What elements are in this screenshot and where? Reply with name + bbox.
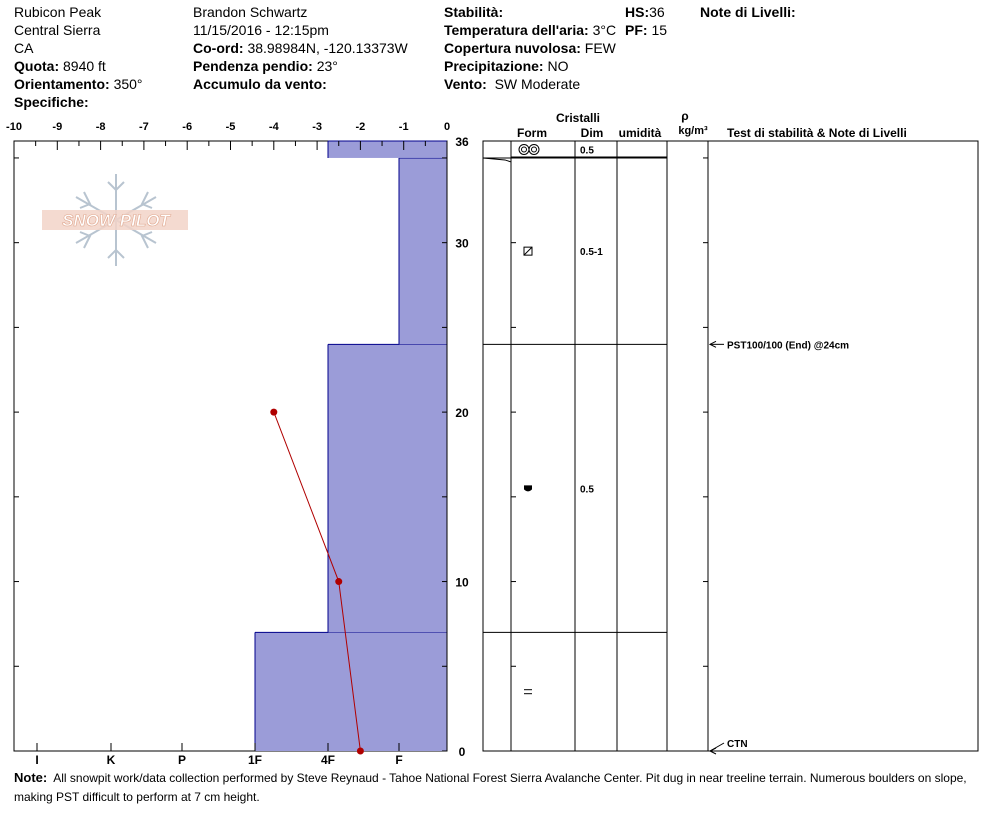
ring xyxy=(528,143,540,155)
square xyxy=(523,246,533,256)
melt-forms-icon xyxy=(518,143,540,155)
aspect: Orientamento: 350° xyxy=(14,76,143,92)
temperature-axis: -10 -9 -8 -7 -6 -5 -4 -3 -2 -1 0 xyxy=(6,121,450,150)
temperature-profile xyxy=(270,408,364,755)
hardness-tick-label: I xyxy=(35,753,38,767)
footer-note: Note: All snowpit work/data collection p… xyxy=(14,768,974,807)
hardness-tick-label: 4F xyxy=(321,753,335,767)
grain-size-label: 0.5-1 xyxy=(580,247,603,258)
stability: Stabilità: xyxy=(444,4,504,20)
logo-text: SNOW PILOT xyxy=(62,211,171,230)
air-temp: Temperatura dell'aria: 3°C xyxy=(444,22,617,38)
header-form: Form xyxy=(517,126,547,140)
hardness-layer-bar xyxy=(328,344,447,633)
crust-icon xyxy=(524,689,532,695)
layer-table-frame xyxy=(482,140,979,752)
temp-tick-label: -4 xyxy=(269,121,280,133)
header-col-2: Brandon Schwartz 11/15/2016 - 12:15pm Co… xyxy=(193,3,408,93)
height-tick-label: 0 xyxy=(459,745,466,759)
diag xyxy=(523,246,533,256)
temp-tick-label: -1 xyxy=(399,121,409,133)
table-column-lines xyxy=(510,141,709,751)
pf: PF: 15 xyxy=(625,22,668,38)
temp-tick-label: -6 xyxy=(182,121,192,133)
hardness-tick-label: P xyxy=(178,753,186,767)
header-umidita: umidità xyxy=(619,126,662,140)
hardness-layer-bar xyxy=(255,632,447,751)
height-tick-label: 30 xyxy=(455,237,469,251)
temp-tick-label: -2 xyxy=(356,121,366,133)
temperature-line xyxy=(273,411,361,752)
note-label: Note: xyxy=(14,770,48,785)
hardness-axis: I K P 1F 4F F xyxy=(35,743,403,767)
temp-tick-label: -5 xyxy=(226,121,236,133)
temp-tick-label: -3 xyxy=(312,121,322,133)
temp-tick-label: -8 xyxy=(96,121,106,133)
stability-tests: PST100/100 (End) @24cm CTN xyxy=(708,340,849,755)
state: CA xyxy=(14,40,34,56)
datetime: 11/15/2016 - 12:15pm xyxy=(193,22,329,38)
range: Central Sierra xyxy=(14,22,101,38)
header-col-4: HS:36 PF: 15 xyxy=(625,3,667,39)
header-cristalli: Cristalli xyxy=(556,111,600,125)
slope: Pendenza pendio: 23° xyxy=(193,58,338,74)
faceted-icon xyxy=(523,246,533,256)
height-tick-label: 36 xyxy=(455,135,469,149)
layer-table-rows: 0.5 0.5-1 0.5 xyxy=(482,143,667,695)
hs: HS:36 xyxy=(625,4,665,20)
cloud-cover: Copertura nuvolosa: FEW xyxy=(444,40,616,56)
ring-inner xyxy=(531,146,537,153)
header-rho: ρ xyxy=(681,109,688,123)
header-tests-notes: Test di stabilità & Note di Livelli xyxy=(727,126,907,140)
snowpilot-logo: SNOW PILOT xyxy=(42,174,188,266)
test-pointer xyxy=(709,742,725,752)
precipitation: Precipitazione: NO xyxy=(444,58,569,74)
header-dim: Dim xyxy=(581,126,604,140)
coordinates: Co-ord: 38.98984N, -120.13373W xyxy=(193,40,408,56)
header-col-1: Rubicon Peak Central Sierra CA Quota: 89… xyxy=(14,3,143,111)
hardness-layers xyxy=(254,140,448,751)
header-col-3: Stabilità: Temperatura dell'aria: 3°C Co… xyxy=(444,3,616,93)
temperature-point xyxy=(335,578,343,586)
temperature-point xyxy=(270,408,278,416)
temp-tick-label: -7 xyxy=(139,121,149,133)
hardness-layer-bar xyxy=(399,157,447,345)
layer-notes-header: Note di Livelli: xyxy=(700,4,796,20)
arrow-head-icon xyxy=(708,340,717,348)
hardness-tick-label: F xyxy=(395,753,402,767)
specifics: Specifiche: xyxy=(14,94,89,110)
wind-loading: Accumulo da vento: xyxy=(193,76,327,92)
depth-hoar-icon xyxy=(524,485,532,492)
height-tick-label: 10 xyxy=(455,576,469,590)
observer: Brandon Schwartz xyxy=(193,4,308,20)
hardness-tick-label: 1F xyxy=(248,753,262,767)
grain-size-label: 0.5 xyxy=(580,145,594,156)
header-density-unit: kg/m³ xyxy=(678,125,708,137)
arrow-head-icon xyxy=(708,747,717,755)
grain-size-label: 0.5 xyxy=(580,484,594,495)
ring xyxy=(518,143,530,155)
temp-tick-label: -10 xyxy=(6,121,22,133)
ring-inner xyxy=(521,146,527,153)
connector-line xyxy=(482,157,512,163)
location: Rubicon Peak xyxy=(14,4,102,20)
elevation: Quota: 8940 ft xyxy=(14,58,106,74)
hardness-layer-bar xyxy=(328,141,447,158)
cup xyxy=(524,485,532,492)
right-height-ticks xyxy=(511,157,708,752)
temp-tick-label: 0 xyxy=(444,121,450,133)
test-label: PST100/100 (End) @24cm xyxy=(727,340,849,351)
temperature-point xyxy=(356,747,364,755)
hardness-tick-label: K xyxy=(107,753,116,767)
note-text: All snowpit work/data collection perform… xyxy=(14,771,967,804)
wind: Vento: SW Moderate xyxy=(444,76,581,92)
test-label: CTN xyxy=(727,739,748,750)
height-tick-label: 20 xyxy=(455,406,469,420)
temp-tick-label: -9 xyxy=(52,121,62,133)
